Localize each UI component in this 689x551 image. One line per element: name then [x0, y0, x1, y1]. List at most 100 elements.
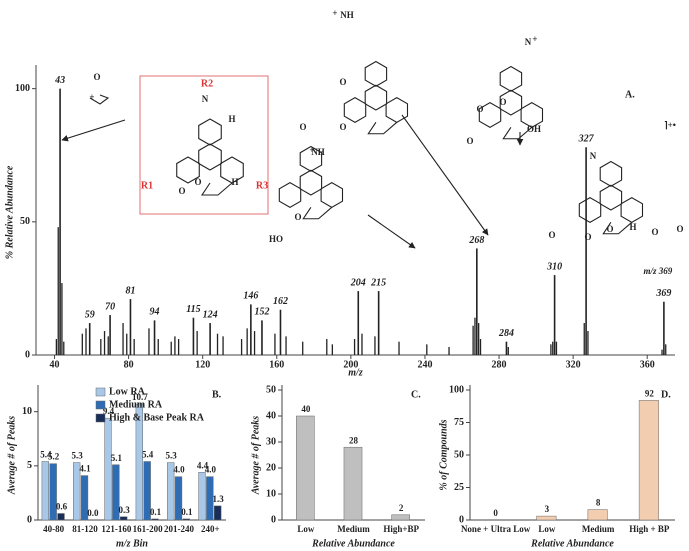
peak-label: 327 — [578, 134, 595, 145]
y-tick-label: 40 — [266, 410, 276, 421]
structure-label: NH — [340, 10, 354, 20]
y-tick-label: 10 — [266, 488, 276, 499]
bond — [502, 126, 533, 140]
value-label: 5.4 — [40, 450, 52, 460]
legend-label: Medium RA — [109, 399, 163, 410]
peak-label: 94 — [150, 307, 160, 318]
value-label: 28 — [349, 435, 359, 445]
structure-label: HO — [269, 234, 283, 244]
ring — [198, 118, 222, 146]
value-label: 5.3 — [72, 451, 84, 461]
bar — [151, 518, 159, 521]
panel-label: D. — [661, 389, 671, 400]
ring — [364, 84, 388, 111]
ring — [499, 65, 523, 92]
peak-label: 81 — [125, 285, 135, 296]
x-tick-label: 320 — [566, 359, 581, 370]
bond — [602, 221, 633, 235]
y-tick-label: 0 — [27, 514, 32, 525]
bar — [343, 446, 363, 521]
x-tick-label: None + Ultra Low — [461, 524, 531, 534]
bar — [638, 400, 659, 521]
panel-label: A. — [625, 89, 635, 100]
structure-label: R2 — [201, 78, 213, 89]
x-tick-label: 81-120 — [72, 524, 98, 534]
bond — [200, 182, 233, 196]
ring — [343, 97, 367, 123]
value-label: 0.3 — [119, 505, 131, 515]
structure-label: N — [590, 151, 597, 161]
ring — [364, 60, 388, 87]
value-label: 4.0 — [205, 465, 217, 475]
bond — [367, 121, 398, 135]
annotation: m/z 369 — [644, 266, 673, 276]
structure-label: OH — [527, 124, 541, 134]
y-tick-label: 0 — [459, 514, 464, 525]
y-tick-label: 25 — [454, 482, 464, 493]
arrow — [401, 114, 489, 236]
structure-label: H — [629, 222, 636, 232]
bar — [80, 475, 89, 521]
x-tick-label: 200 — [343, 359, 358, 370]
peak-label: 369 — [655, 288, 671, 299]
bar — [198, 472, 206, 521]
x-tick-label: 80 — [124, 359, 134, 370]
structure-label: O — [651, 227, 658, 237]
structure-label: R1 — [141, 180, 153, 191]
x-axis-label: m/z Bin — [116, 538, 148, 549]
x-tick-label: 120 — [195, 359, 210, 370]
structure-label: R3 — [256, 180, 268, 191]
value-label: 40 — [301, 404, 311, 414]
legend-label: High & Base Peak RA — [109, 412, 205, 423]
panel-label: B. — [212, 389, 222, 400]
value-label: 4.0 — [173, 465, 185, 475]
structure-label: O — [93, 72, 100, 82]
bar — [391, 514, 410, 521]
ring — [278, 182, 302, 208]
x-tick-label: 40-80 — [43, 524, 64, 534]
bar — [57, 513, 65, 521]
peak-label: 59 — [85, 309, 95, 320]
structure-label: + — [332, 8, 337, 18]
bar — [214, 505, 222, 521]
ring — [499, 89, 523, 116]
arrow — [61, 119, 126, 142]
structure-label: ⌉+• — [664, 120, 676, 130]
structure-label: H — [231, 177, 238, 187]
bar — [112, 464, 120, 521]
value-label: 0 — [493, 508, 498, 518]
ring — [599, 184, 623, 211]
value-label: 5.4 — [142, 450, 154, 460]
value-label: 1.3 — [213, 494, 225, 504]
x-axis-label: m/z — [348, 367, 363, 378]
bar — [206, 476, 214, 521]
value-label: 5.1 — [111, 453, 123, 463]
value-label: 5.3 — [166, 451, 178, 461]
y-tick-label: 30 — [266, 436, 276, 447]
x-tick-label: 240 — [417, 359, 432, 370]
x-tick-label: 161-200 — [133, 524, 163, 534]
x-axis-label: Relative Abundance — [530, 538, 614, 549]
structure-label: O — [466, 136, 473, 146]
value-label: 4.4 — [197, 460, 209, 470]
peak-label: 284 — [498, 328, 514, 339]
ring — [620, 197, 644, 223]
peak-label: 204 — [350, 277, 366, 288]
x-axis-label: Relative Abundance — [311, 538, 395, 549]
structure-label: O — [476, 104, 483, 114]
bar — [143, 461, 151, 521]
structure-label: + — [89, 92, 94, 102]
structure-label: N — [525, 37, 532, 47]
structure-label: N — [202, 94, 209, 104]
legend-swatch — [95, 387, 106, 397]
y-tick-label: 50 — [266, 384, 276, 395]
y-tick-label: 5 — [27, 460, 32, 471]
ring — [299, 169, 323, 196]
structure-label: O — [194, 177, 201, 187]
structure-label: O — [339, 122, 346, 132]
peak-label: 70 — [105, 301, 115, 312]
bar — [174, 476, 183, 521]
y-tick-label: 20 — [266, 462, 276, 473]
x-tick-label: 360 — [640, 359, 655, 370]
peak-label: 115 — [186, 304, 200, 315]
